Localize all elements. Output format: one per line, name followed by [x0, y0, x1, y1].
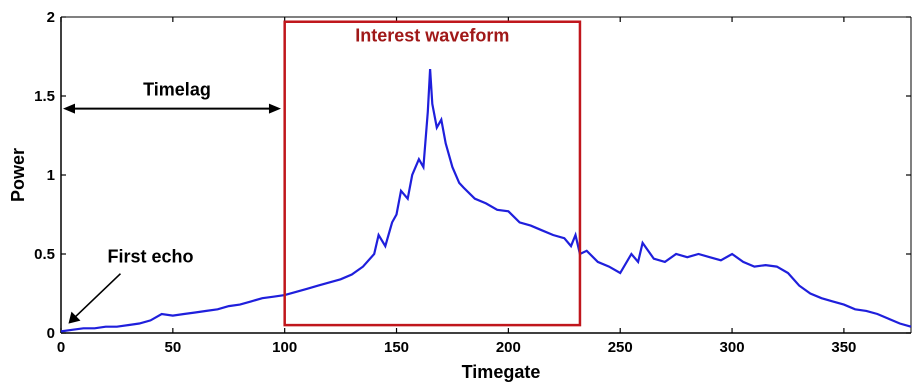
first-echo-arrow — [68, 273, 122, 324]
x-tick-label: 350 — [831, 339, 856, 356]
timelag-arrow — [63, 103, 281, 114]
y-tick-label: 0 — [47, 325, 55, 342]
interest-waveform-box — [283, 20, 582, 327]
x-tick-label: 250 — [608, 339, 633, 356]
first-echo-arrow-shaft — [74, 273, 122, 318]
first-echo-label: First echo — [107, 247, 193, 267]
x-tick-label: 150 — [384, 339, 409, 356]
y-axis-label: Power — [8, 148, 28, 202]
x-tick-label: 0 — [57, 339, 65, 356]
first-echo-arrow-head — [68, 311, 81, 324]
interest-waveform-label: Interest waveform — [355, 26, 509, 46]
y-tick-label: 1.5 — [34, 88, 55, 105]
x-tick-label: 100 — [272, 339, 297, 356]
x-tick-label: 300 — [720, 339, 745, 356]
x-tick-label: 200 — [496, 339, 521, 356]
timelag-label: Timelag — [143, 80, 211, 100]
timelag-arrow-head-right — [268, 103, 281, 114]
y-ticks: 0 0.5 1 1.5 2 — [34, 9, 911, 342]
series-line — [60, 69, 912, 333]
y-tick-label: 1 — [47, 167, 55, 184]
y-tick-label: 0.5 — [34, 246, 55, 263]
timelag-arrow-head-left — [63, 103, 75, 114]
x-tick-label: 50 — [164, 339, 181, 356]
x-ticks: 0 50 100 150 200 250 300 350 — [57, 17, 856, 356]
axes — [60, 16, 912, 334]
x-axis-label: Timegate — [462, 362, 541, 382]
y-tick-label: 2 — [47, 9, 55, 26]
